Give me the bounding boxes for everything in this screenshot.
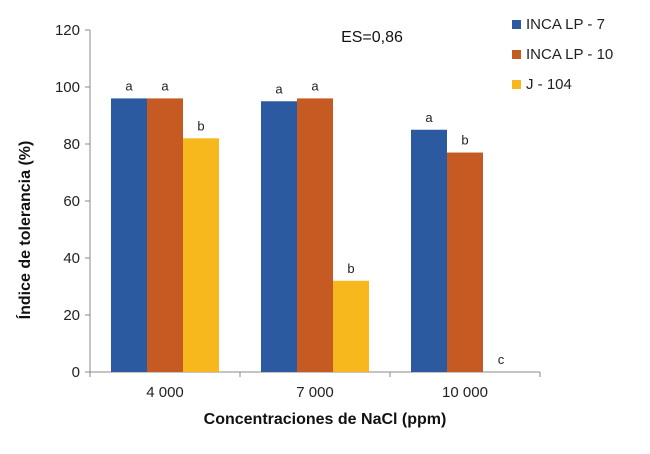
significance-letter: a	[125, 78, 133, 93]
bar	[333, 280, 369, 372]
y-tick-label: 0	[72, 364, 80, 381]
x-tick-label: 10 000	[442, 384, 488, 401]
legend-swatch	[512, 80, 521, 89]
y-tick-label: 120	[55, 22, 80, 39]
bar	[147, 98, 183, 373]
significance-letter: b	[347, 261, 354, 276]
legend-swatch	[512, 20, 521, 29]
significance-letter: b	[197, 118, 204, 133]
bar	[447, 152, 483, 372]
significance-letters: a a b a a b a b c	[125, 78, 504, 367]
x-axis-title: Concentraciones de NaCl (ppm)	[204, 411, 447, 428]
legend: INCA LP - 7 INCA LP - 10 J - 104	[512, 16, 613, 93]
legend-swatch	[512, 50, 521, 59]
significance-letter: a	[311, 78, 319, 93]
bar	[111, 98, 147, 373]
x-tick-label: 7 000	[296, 384, 334, 401]
significance-letter: a	[161, 78, 169, 93]
es-annotation: ES=0,86	[341, 29, 403, 46]
y-axis: 0 20 40 60 80 100 120	[55, 22, 91, 381]
significance-letter: a	[425, 110, 433, 125]
y-tick-label: 20	[63, 307, 80, 324]
legend-label: J - 104	[526, 76, 572, 93]
y-tick-label: 40	[63, 250, 80, 267]
bars	[111, 98, 483, 373]
y-axis-title: Índice de tolerancia (%)	[15, 141, 34, 320]
legend-label: INCA LP - 10	[526, 46, 613, 63]
y-tick-label: 80	[63, 136, 80, 153]
legend-label: INCA LP - 7	[526, 16, 605, 33]
bar	[261, 101, 297, 372]
bar	[297, 98, 333, 373]
significance-letter: a	[275, 81, 283, 96]
x-axis: 4 000 7 000 10 000	[89, 371, 541, 401]
x-tick-label: 4 000	[146, 384, 184, 401]
bar	[183, 138, 219, 372]
y-tick-label: 100	[55, 79, 80, 96]
y-tick-label: 60	[63, 193, 80, 210]
significance-letter: c	[498, 352, 505, 367]
significance-letter: b	[461, 133, 468, 148]
bar	[411, 129, 447, 372]
